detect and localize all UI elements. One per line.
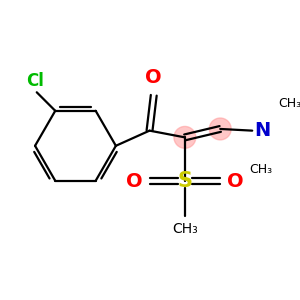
Text: O: O <box>227 172 244 190</box>
Circle shape <box>209 118 231 140</box>
Text: S: S <box>177 171 192 191</box>
Text: CH₃: CH₃ <box>249 164 272 176</box>
Text: CH₃: CH₃ <box>278 97 300 110</box>
Text: O: O <box>126 172 143 190</box>
Circle shape <box>174 126 196 148</box>
Text: Cl: Cl <box>26 72 44 90</box>
Text: CH₃: CH₃ <box>172 221 198 236</box>
Text: O: O <box>146 68 162 87</box>
Text: N: N <box>254 121 270 140</box>
